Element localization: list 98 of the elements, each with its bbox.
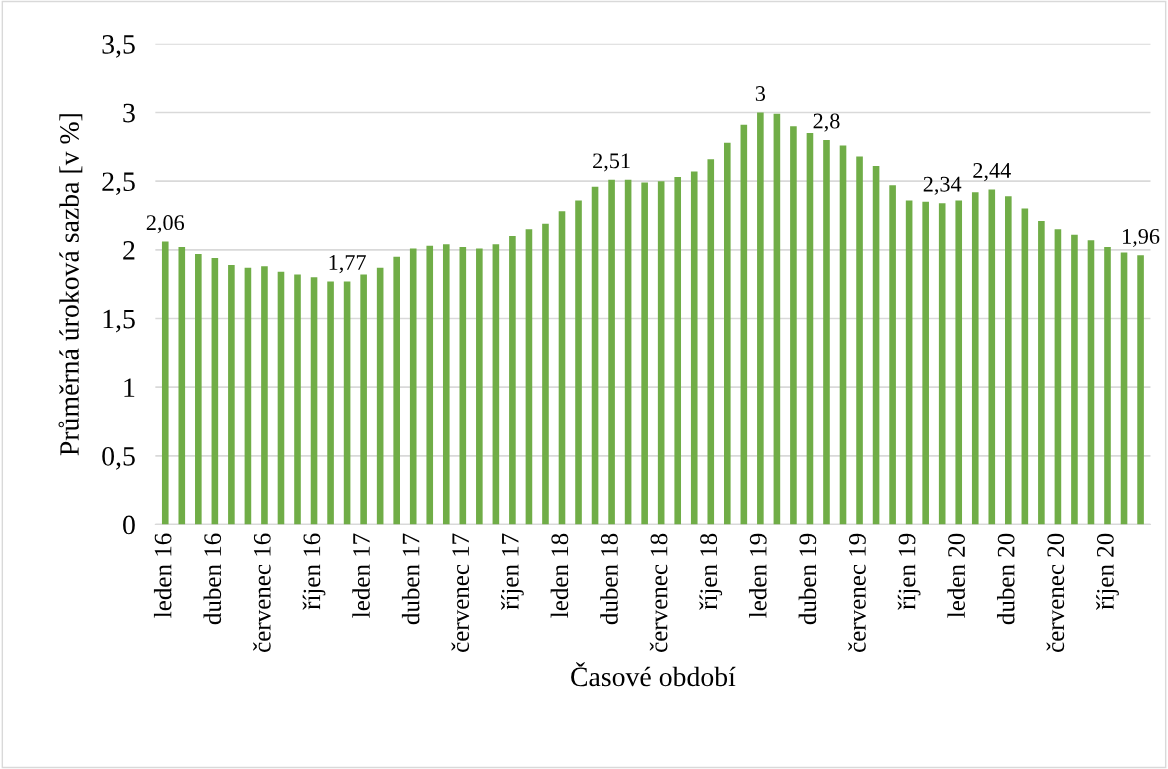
x-axis-title: Časové období [571, 662, 736, 687]
x-tick-label: říjen 16 [302, 533, 326, 610]
x-tick-label: duben 16 [203, 533, 222, 625]
x-tick-label: říjen 19 [897, 533, 921, 610]
x-tick-label: duben 17 [401, 533, 420, 625]
bar [178, 247, 186, 525]
bar [244, 267, 252, 525]
bar [690, 171, 698, 525]
bar [773, 113, 781, 525]
y-tick-label: 2 [123, 241, 135, 260]
bar [790, 126, 797, 525]
bar [657, 181, 665, 525]
bar [938, 203, 946, 525]
bar [376, 267, 384, 525]
y-tick-label: 0,5 [102, 446, 135, 470]
bar [343, 281, 351, 525]
y-tick-label: 0 [123, 515, 135, 535]
bar [856, 156, 863, 525]
bar [723, 142, 731, 525]
bar [971, 192, 979, 525]
bar [277, 271, 285, 525]
bar [740, 124, 748, 525]
data-label: 2,51 [593, 153, 630, 172]
bar [624, 179, 632, 525]
data-label: 1,77 [329, 255, 366, 274]
bar [310, 277, 318, 525]
data-label: 3 [755, 86, 766, 102]
bar [558, 211, 566, 525]
bar [492, 244, 500, 525]
bar [459, 247, 467, 525]
data-label: 2,44 [973, 163, 1011, 182]
bar [525, 229, 533, 525]
data-label: 2,8 [813, 113, 840, 132]
bar [1005, 196, 1012, 525]
data-label: 2,34 [923, 176, 962, 195]
bar [988, 189, 996, 525]
bar [806, 133, 814, 525]
bar [1021, 208, 1029, 525]
bar [674, 177, 682, 525]
bar [393, 256, 400, 525]
bar [707, 159, 715, 525]
bar [757, 112, 764, 525]
bar [327, 281, 334, 525]
bar [1137, 255, 1144, 525]
x-tick-label: leden 20 [947, 533, 965, 618]
x-tick-label: červenec 18 [649, 533, 668, 652]
x-tick-label: duben 20 [996, 533, 1015, 625]
bar [211, 258, 219, 525]
x-tick-label: červenec 16 [253, 533, 271, 652]
bar [261, 266, 268, 525]
bar [922, 201, 929, 525]
x-tick-label: leden 17 [352, 533, 370, 618]
x-tick-label: duben 19 [798, 533, 817, 625]
y-axis-title: Průměrná úroková sazba [v %] [58, 114, 83, 456]
x-tick-label: duben 18 [600, 533, 618, 625]
bar [1071, 234, 1078, 525]
y-tick-label: 1,5 [103, 309, 135, 333]
bar [442, 244, 450, 525]
bar [409, 248, 417, 525]
bar [195, 253, 202, 525]
x-tick-label: říjen 20 [1096, 533, 1119, 610]
bar [905, 200, 913, 525]
data-label: 1,96 [1123, 228, 1160, 248]
y-tick-label: 1 [124, 378, 135, 397]
bar [575, 200, 582, 525]
bar [608, 179, 615, 525]
bar [1054, 229, 1062, 525]
bar [839, 145, 847, 525]
bar [476, 248, 483, 525]
y-tick-label: 3 [123, 103, 135, 123]
bar [823, 139, 830, 525]
x-tick-label: leden 18 [550, 533, 569, 618]
bar [591, 186, 599, 525]
x-tick-label: říjen 18 [699, 533, 723, 610]
bar [509, 236, 516, 525]
bar [161, 241, 169, 525]
bar [889, 185, 896, 525]
bar [1038, 220, 1045, 525]
bar [360, 274, 367, 525]
bar [1104, 247, 1111, 525]
y-tick-label: 2,5 [102, 172, 135, 196]
bar [294, 274, 301, 525]
bar [641, 182, 648, 525]
data-label: 2,06 [146, 215, 185, 234]
x-tick-label: leden 19 [749, 533, 767, 618]
bar [1087, 240, 1095, 525]
x-tick-label: leden 16 [153, 533, 172, 618]
y-tick-label: 3,5 [102, 35, 135, 58]
x-tick-label: červenec 17 [451, 533, 470, 652]
x-tick-label: říjen 17 [501, 533, 524, 610]
bar [872, 166, 880, 525]
bar [426, 245, 434, 525]
bar [542, 223, 549, 525]
x-tick-label: červenec 20 [1046, 533, 1065, 652]
bar [1120, 252, 1128, 525]
x-tick-label: červenec 19 [848, 533, 866, 652]
bar [228, 264, 235, 525]
bar [955, 200, 963, 525]
